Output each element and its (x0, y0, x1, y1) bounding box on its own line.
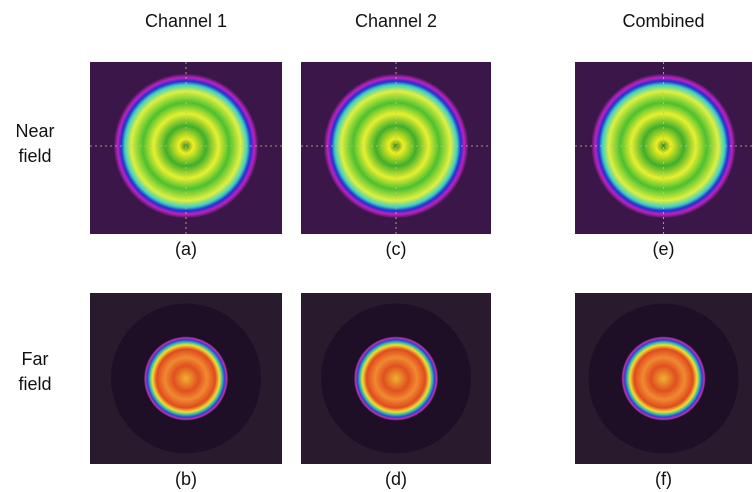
beam (622, 337, 706, 421)
beam (144, 337, 228, 421)
column-header: Combined (622, 11, 704, 31)
panel-label: (c) (386, 239, 407, 259)
beam (354, 337, 438, 421)
panel-label: (b) (175, 469, 197, 489)
panel-label: (e) (653, 239, 675, 259)
row-label: Far (22, 349, 49, 369)
beam (592, 74, 736, 218)
row-label: Near (15, 121, 54, 141)
panel-label: (d) (385, 469, 407, 489)
column-header: Channel 1 (145, 11, 227, 31)
column-header: Channel 2 (355, 11, 437, 31)
panel-label: (a) (175, 239, 197, 259)
row-label: field (18, 374, 51, 394)
row-label: field (18, 146, 51, 166)
figure: Channel 1 Channel 2 Combined Near field (a) (c… (0, 0, 753, 492)
panel-label: (f) (655, 469, 672, 489)
